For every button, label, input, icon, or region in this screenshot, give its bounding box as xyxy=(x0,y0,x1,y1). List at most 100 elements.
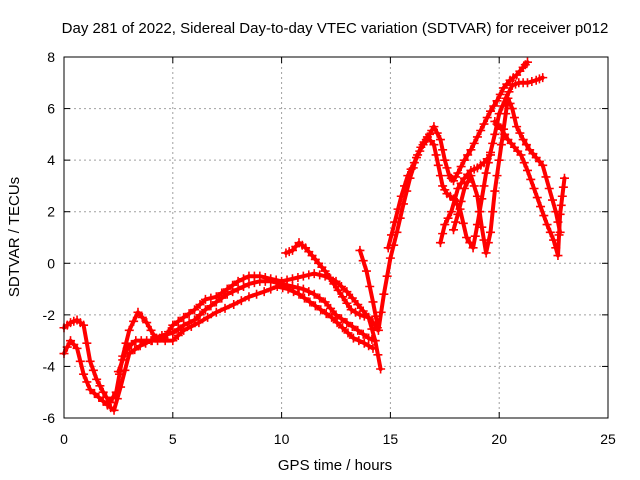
data-point xyxy=(485,106,495,116)
data-point xyxy=(529,184,539,194)
data-point xyxy=(355,310,365,320)
data-point-interp xyxy=(336,314,346,324)
data-point xyxy=(429,140,439,150)
data-point-interp xyxy=(220,303,230,313)
data-point-interp xyxy=(488,207,498,217)
data-point-interp xyxy=(75,356,85,366)
data-point-interp xyxy=(88,365,98,375)
data-point-interp xyxy=(509,113,519,123)
data-point xyxy=(416,142,426,152)
series-track-d xyxy=(281,238,386,374)
data-point-interp xyxy=(282,275,292,285)
series-line xyxy=(116,284,375,374)
data-point xyxy=(298,284,308,294)
data-point xyxy=(338,292,348,302)
x-tick-label: 20 xyxy=(491,431,507,447)
data-point xyxy=(109,405,119,415)
data-point-interp xyxy=(266,284,276,294)
series-track-e xyxy=(355,57,532,335)
data-point-interp xyxy=(527,76,537,86)
data-point-interp xyxy=(541,172,551,182)
data-point xyxy=(153,336,163,346)
data-point xyxy=(479,119,489,129)
data-point-interp xyxy=(173,316,183,326)
data-point xyxy=(272,281,282,291)
data-point xyxy=(516,150,526,160)
data-point xyxy=(379,289,389,299)
series-track-b xyxy=(59,269,382,408)
data-point xyxy=(309,289,319,299)
data-point-interp xyxy=(260,272,270,282)
series-layer xyxy=(59,57,569,415)
x-tick-label: 0 xyxy=(60,431,68,447)
data-point-interp xyxy=(271,275,281,285)
data-point xyxy=(111,387,121,397)
data-point-interp xyxy=(367,324,377,334)
data-point xyxy=(348,333,358,343)
data-point-interp xyxy=(160,336,170,346)
y-tick-label: -2 xyxy=(43,307,56,323)
data-point-interp xyxy=(163,327,173,337)
data-point-interp xyxy=(343,328,353,338)
y-tick-label: 2 xyxy=(47,204,55,220)
data-point-interp xyxy=(413,150,423,160)
chart-title: Day 281 of 2022, Sidereal Day-to-day VTE… xyxy=(62,20,609,37)
data-point-interp xyxy=(558,182,568,192)
data-point xyxy=(462,233,472,242)
data-point-interp xyxy=(310,301,320,311)
data-point xyxy=(244,279,254,289)
data-point xyxy=(544,184,554,194)
data-point-interp xyxy=(539,211,549,221)
data-point xyxy=(429,122,439,132)
data-point-interp xyxy=(376,307,386,317)
data-point xyxy=(133,307,143,317)
data-point xyxy=(549,235,559,245)
data-point-interp xyxy=(435,171,445,181)
y-tick-label: 4 xyxy=(47,152,55,168)
data-point xyxy=(403,171,413,181)
data-point-interp xyxy=(108,392,118,402)
data-point-interp xyxy=(521,140,531,150)
data-point-interp xyxy=(206,301,216,311)
data-point xyxy=(222,284,232,294)
data-point xyxy=(305,297,315,307)
data-point xyxy=(468,243,478,253)
data-point-interp xyxy=(121,338,131,348)
data-point xyxy=(72,343,82,353)
x-tick-label: 15 xyxy=(383,431,399,447)
data-point-interp xyxy=(299,293,309,303)
data-point xyxy=(390,217,400,227)
y-tick-label: -4 xyxy=(43,358,56,374)
data-point-interp xyxy=(195,310,205,320)
data-point xyxy=(298,271,308,281)
data-point-interp xyxy=(146,325,156,335)
data-point xyxy=(244,292,254,302)
data-point-interp xyxy=(293,272,303,282)
data-point-interp xyxy=(195,300,205,310)
data-point-interp xyxy=(470,231,480,241)
data-point-interp xyxy=(386,230,396,240)
data-point-interp xyxy=(442,163,452,173)
y-axis-title: SDTVAR / TECUs xyxy=(6,177,23,297)
data-point xyxy=(294,289,304,299)
data-point-interp xyxy=(365,281,375,291)
data-point-interp xyxy=(236,296,246,306)
data-point xyxy=(368,297,378,307)
data-point-interp xyxy=(324,272,334,282)
data-point-interp xyxy=(82,377,92,387)
data-point-interp xyxy=(406,164,416,174)
data-point-interp xyxy=(304,270,314,280)
y-tick-label: 6 xyxy=(47,101,55,117)
data-point xyxy=(338,323,348,333)
data-point xyxy=(472,191,482,201)
data-point-interp xyxy=(82,338,92,348)
data-point-interp xyxy=(456,178,466,188)
data-point xyxy=(361,266,371,276)
data-point-interp xyxy=(431,150,441,160)
data-point-interp xyxy=(504,87,514,97)
data-point-interp xyxy=(556,200,566,210)
data-point-interp xyxy=(458,218,468,228)
data-point-interp xyxy=(501,109,511,119)
data-point xyxy=(557,191,567,201)
data-point xyxy=(536,202,546,212)
